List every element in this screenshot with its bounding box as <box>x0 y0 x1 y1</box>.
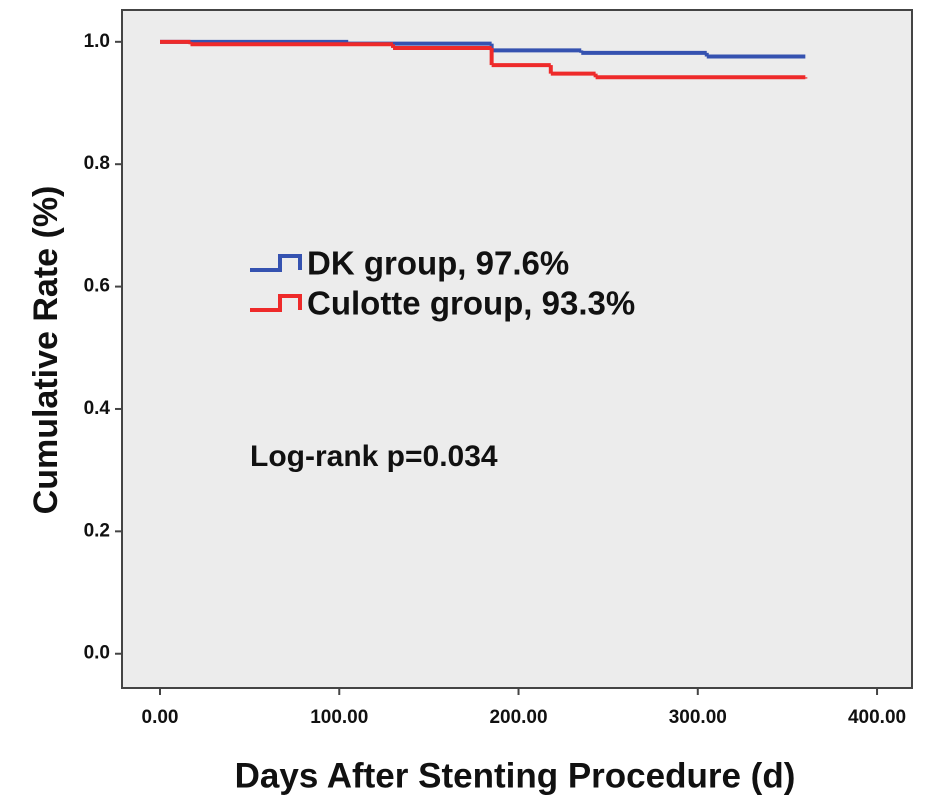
y-tick-label: 0.6 <box>84 276 110 297</box>
y-axis-label: Cumulative Rate (%) <box>27 186 65 515</box>
legend-label: Culotte group, 93.3% <box>307 285 635 322</box>
annotation: Log-rank p=0.034 <box>250 440 498 473</box>
x-tick-label: 400.00 <box>848 707 906 728</box>
x-tick-label: 200.00 <box>489 707 547 728</box>
y-tick-label: 0.2 <box>84 520 110 541</box>
legend-icon <box>250 254 302 272</box>
y-tick-label: 0.8 <box>84 153 110 174</box>
y-tick-label: 1.0 <box>84 31 110 52</box>
y-tick-label: 0.4 <box>84 398 111 419</box>
x-tick-label: 0.00 <box>142 707 179 728</box>
plot-area <box>121 9 913 689</box>
y-tick-label: 0.0 <box>84 643 110 664</box>
x-tick-label: 300.00 <box>669 707 727 728</box>
legend-label: DK group, 97.6% <box>307 245 569 282</box>
x-axis-label: Days After Stenting Procedure (d) <box>235 756 796 795</box>
legend-icon <box>250 294 302 312</box>
x-tick-label: 100.00 <box>310 707 368 728</box>
